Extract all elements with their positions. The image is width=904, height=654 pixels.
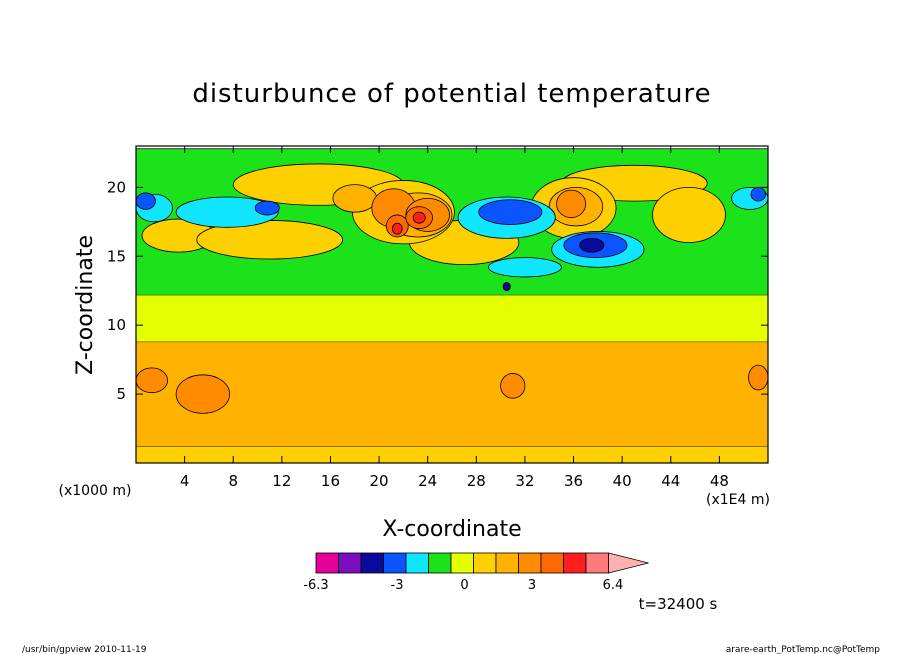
x-tick-label: 28 (467, 472, 486, 490)
contour-feature-33 (579, 237, 605, 253)
y-unit-label: (x1000 m) (59, 483, 132, 499)
colorbar: -6.3 -3 0 3 6.4 (303, 552, 649, 593)
contour-feature-32 (750, 186, 766, 202)
colorbar-arrow (608, 552, 649, 574)
contour-feature-14 (332, 184, 378, 213)
plot-frame (135, 145, 769, 464)
y-tick-label: 5 (116, 385, 126, 403)
contour-feature-0 (136, 367, 168, 394)
x-tick-label: 48 (710, 472, 729, 490)
x-axis: 4 8 12 16 20 24 28 32 36 40 44 48 (180, 146, 729, 490)
contour-feature-17 (556, 189, 587, 219)
colorbar-cell (518, 552, 542, 574)
colorbar-cell (450, 552, 474, 574)
x-axis-label: X-coordinate (382, 517, 521, 542)
footer-right: arare-earth_PotTemp.nc@PotTemp (726, 645, 881, 654)
chart-title: disturbunce of potential temperature (192, 79, 711, 109)
colorbar-cell (495, 552, 519, 574)
colorbar-tick-label: -6.3 (303, 578, 328, 593)
y-axis-label: Z-coordinate (73, 235, 98, 375)
contour-band-2 (136, 294, 768, 342)
contour-feature-1 (175, 374, 230, 414)
colorbar-cell (405, 552, 429, 574)
contour-feature-11 (652, 186, 726, 243)
colorbar-cell (473, 552, 497, 574)
contour-feature-3 (748, 364, 768, 391)
colorbar-tick-label: 3 (528, 578, 536, 593)
contour-feature-2 (500, 373, 526, 399)
colorbar-tick-label: 0 (460, 578, 468, 593)
x-tick-label: 36 (564, 472, 583, 490)
y-tick-label: 10 (107, 316, 126, 334)
colorbar-cell (383, 552, 407, 574)
x-tick-label: 4 (180, 472, 190, 490)
contour-feature-31 (136, 192, 156, 210)
x-tick-label: 20 (370, 472, 389, 490)
x-tick-label: 12 (272, 472, 291, 490)
colorbar-cell (540, 552, 564, 574)
y-tick-label: 20 (107, 178, 126, 196)
colorbar-cell (338, 552, 362, 574)
plot-area (135, 145, 769, 464)
contour-fill-layer (136, 148, 768, 463)
colorbar-cell (428, 552, 452, 574)
y-axis: 5 10 15 20 (107, 178, 768, 403)
colorbar-tick-label: -3 (391, 578, 404, 593)
contour-feature-25 (488, 257, 562, 278)
colorbar-cell (563, 552, 587, 574)
contour-feature-20 (412, 211, 426, 224)
footer-left: /usr/bin/gpview 2010-11-19 (22, 645, 147, 654)
x-unit-label: (x1E4 m) (706, 492, 770, 508)
contour-feature-21 (392, 222, 403, 235)
x-tick-label: 24 (418, 472, 437, 490)
y-tick-label: 15 (107, 247, 126, 265)
time-label: t=32400 s (639, 595, 718, 613)
contour-feature-30 (254, 200, 280, 216)
contour-band-0 (136, 446, 768, 463)
x-tick-label: 8 (228, 472, 238, 490)
x-tick-label: 44 (661, 472, 680, 490)
colorbar-cell (315, 552, 339, 574)
x-tick-label: 16 (321, 472, 340, 490)
contour-band-1 (136, 341, 768, 447)
contour-feature-34 (502, 282, 511, 292)
colorbar-cell (360, 552, 384, 574)
x-tick-label: 32 (515, 472, 534, 490)
contour-feature-22 (175, 196, 279, 228)
colorbar-tick-label: 6.4 (603, 578, 624, 593)
contour-feature-28 (478, 199, 543, 225)
colorbar-cell (585, 552, 609, 574)
x-tick-label: 40 (613, 472, 632, 490)
